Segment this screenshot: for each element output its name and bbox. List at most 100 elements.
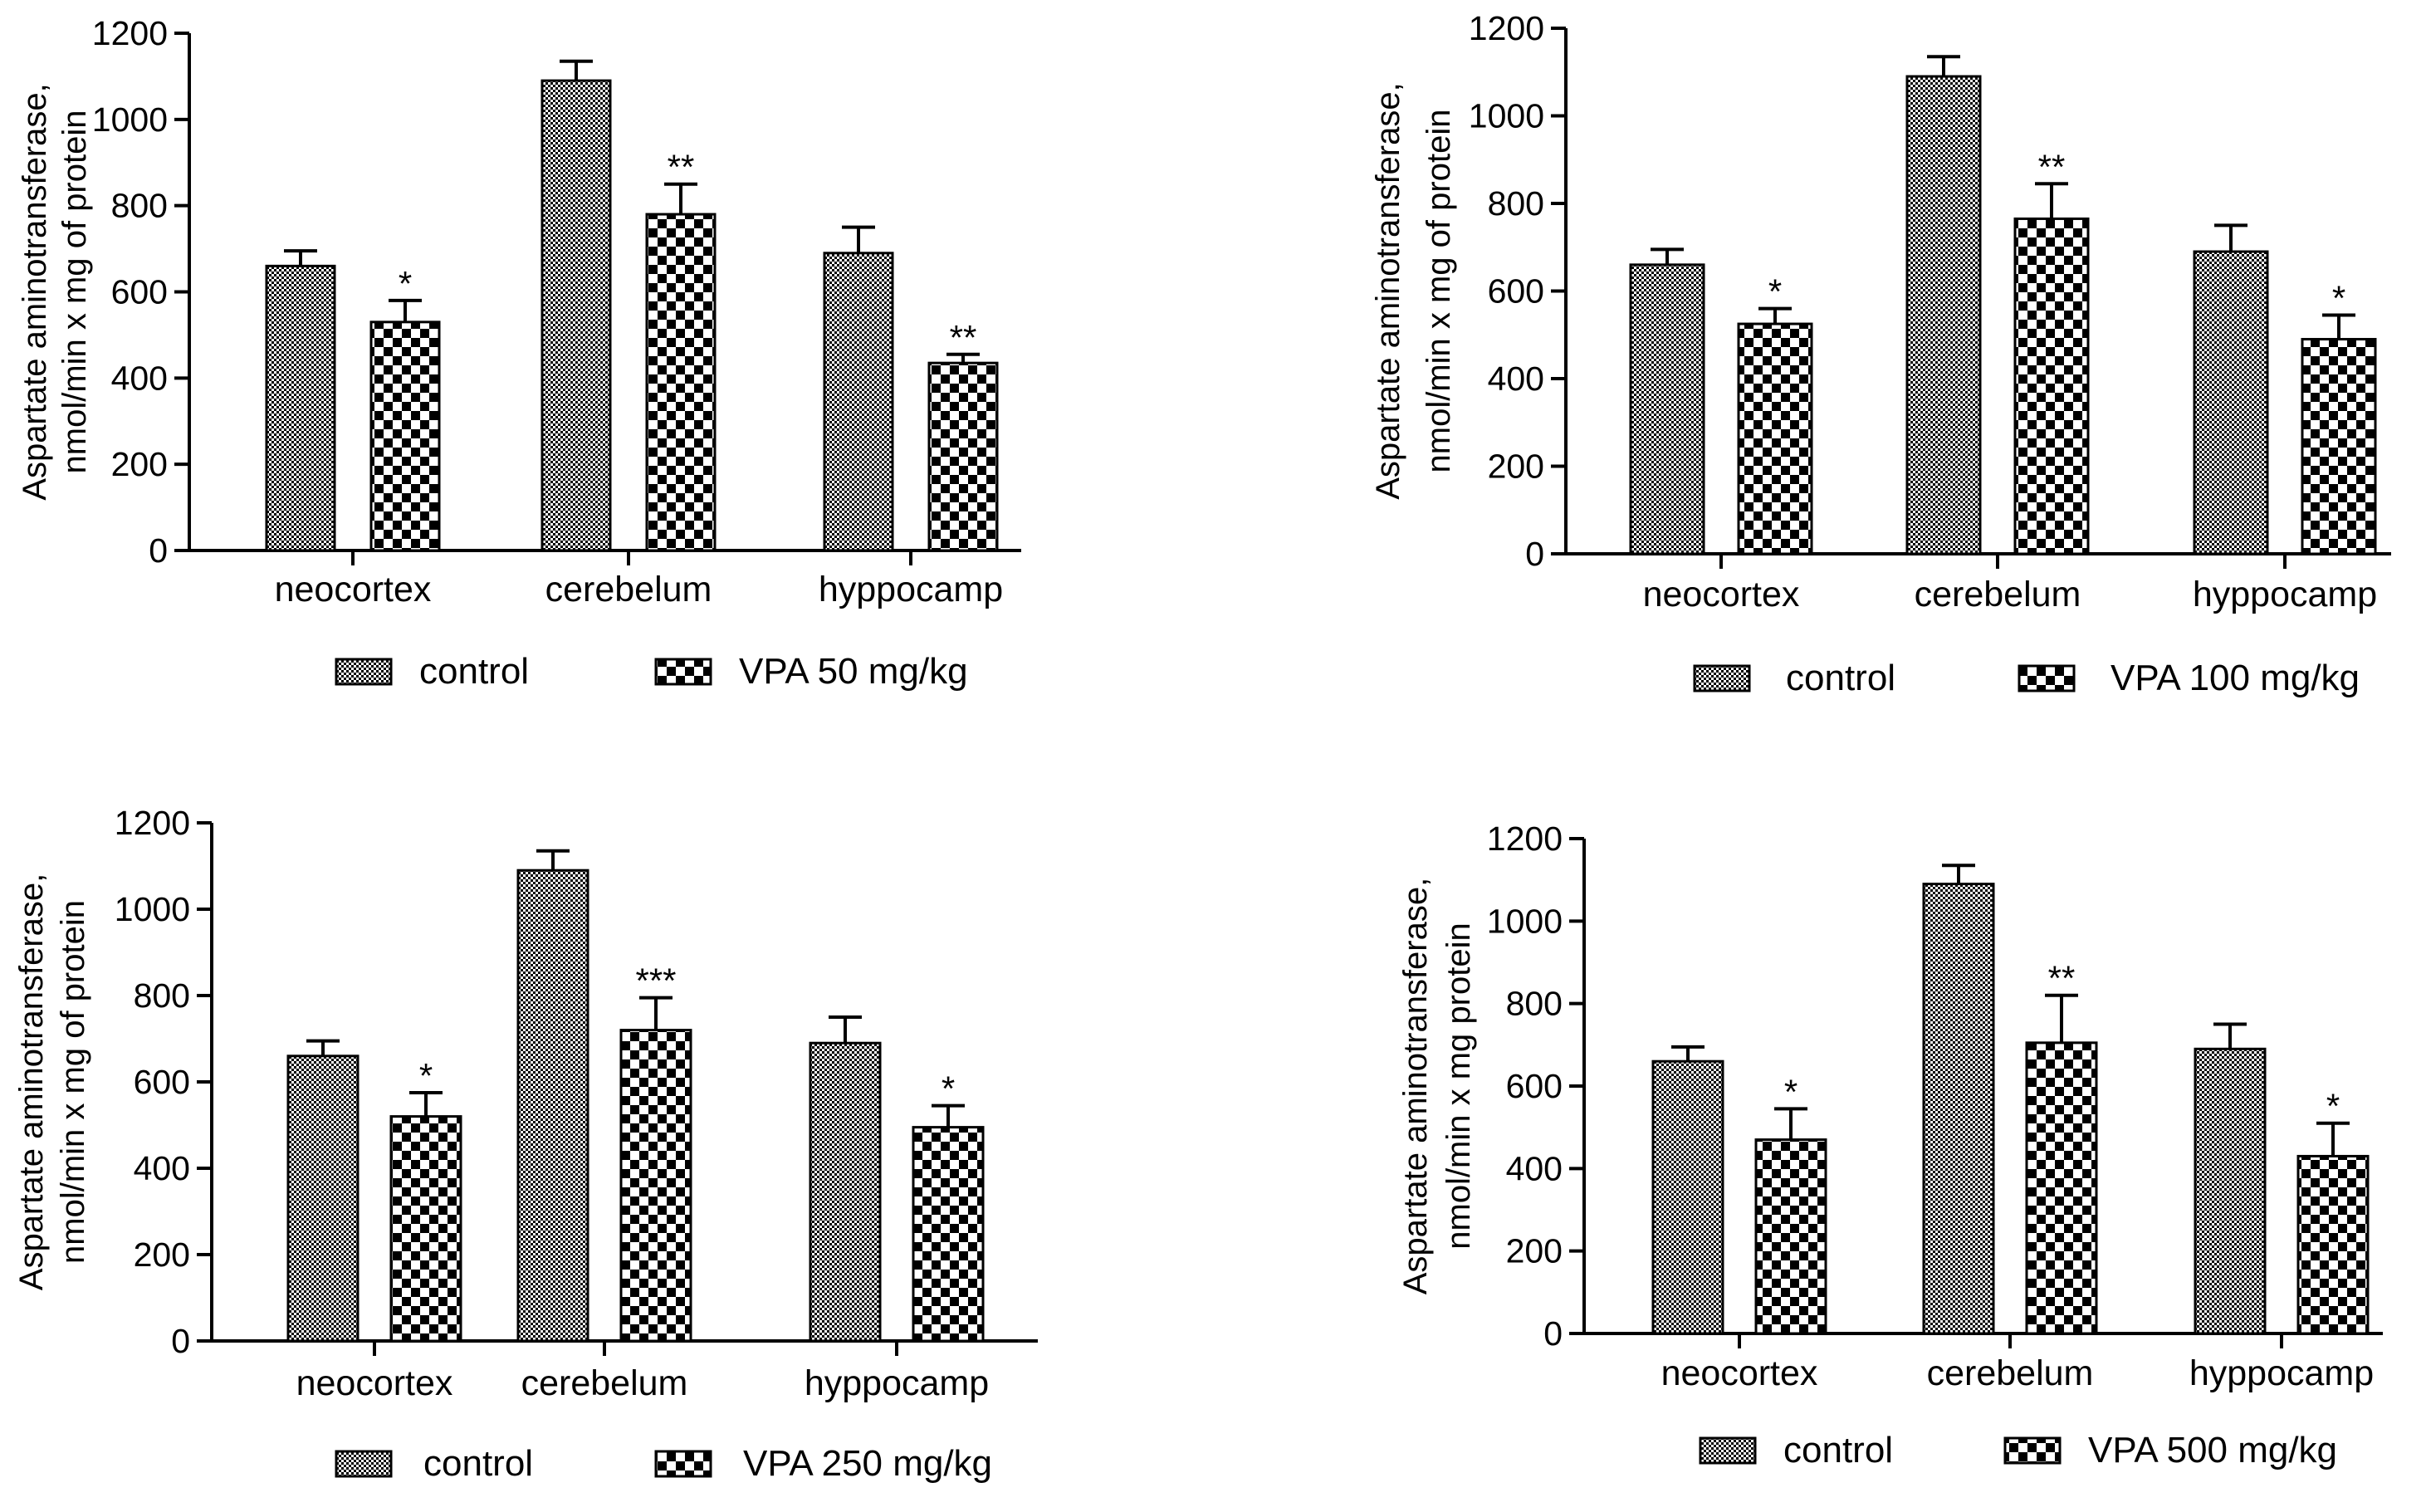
y-tick-label: 1000	[92, 100, 168, 139]
y-tick-label: 600	[1506, 1067, 1563, 1105]
y-tick-label: 800	[134, 976, 190, 1015]
y-tick-label: 1000	[115, 890, 190, 928]
significance-marker: *	[419, 1056, 433, 1095]
bar-vpa-neocortex	[389, 1115, 462, 1343]
bar-vpa-cerebelum	[645, 213, 717, 552]
legend-label-vpa: VPA 50 mg/kg	[739, 651, 968, 692]
bar-vpa-cerebelum	[2025, 1041, 2098, 1335]
y-axis-label-line2: nmol/min x mg of protein	[1421, 110, 1457, 473]
y-tick-label: 1200	[92, 14, 168, 52]
significance-marker: *	[1784, 1072, 1797, 1111]
legend-label-control: control	[1786, 658, 1895, 698]
y-tick-label: 200	[1488, 448, 1544, 486]
bar-control-cerebelum	[1922, 883, 1995, 1335]
category-label-hyppocamp: hyppocamp	[2193, 575, 2377, 614]
category-label-cerebelum: cerebelum	[521, 1363, 688, 1403]
legend-swatch-vpa	[2018, 664, 2076, 692]
category-label-neocortex: neocortex	[275, 570, 432, 609]
y-axis-label-line2: nmol/min x mg protein	[1440, 922, 1477, 1249]
chart-panel-1: 0 200 400 600 800 1000 1200 Aspartate aminotran…	[17, 14, 1021, 692]
y-tick-label: 400	[1488, 360, 1544, 398]
chart-panel-2: 0 200 400 600 800 1000 1200 Aspartate aminotran…	[1370, 9, 2391, 698]
bar-vpa-hyppocamp	[2301, 338, 2377, 555]
bar-control-neocortex	[1629, 263, 1705, 555]
bar-vpa-cerebelum	[2013, 217, 2090, 555]
significance-marker: *	[399, 264, 412, 303]
bar-control-hyppocamp	[2193, 250, 2269, 555]
y-axis-label-line1: Aspartate aminotransferase,	[1370, 82, 1406, 499]
legend-label-control: control	[419, 651, 529, 692]
y-tick-label: 0	[149, 531, 168, 570]
significance-marker: *	[2332, 279, 2345, 318]
legend-swatch-control	[335, 1450, 393, 1478]
y-tick-label: 1200	[1487, 820, 1563, 858]
significance-marker: **	[2048, 959, 2076, 998]
category-label-hyppocamp: hyppocamp	[819, 570, 1003, 609]
y-tick-label: 200	[1506, 1232, 1563, 1270]
y-tick-label: 0	[1543, 1314, 1563, 1353]
y-axis-label-line1: Aspartate aminotransferase,	[1397, 878, 1434, 1294]
bar-vpa-neocortex	[1754, 1138, 1827, 1335]
bar-vpa-cerebelum	[619, 1029, 692, 1343]
category-label-cerebelum: cerebelum	[545, 570, 712, 609]
significance-marker: **	[668, 148, 695, 187]
legend-swatch-control	[335, 658, 393, 686]
y-axis-label-line2: nmol/min x mg of protein	[55, 900, 91, 1264]
bar-control-cerebelum	[540, 79, 612, 552]
significance-marker: ***	[635, 962, 676, 1001]
y-tick-label: 1000	[1469, 97, 1544, 135]
bar-vpa-neocortex	[369, 321, 441, 552]
significance-marker: *	[1768, 272, 1782, 311]
y-tick-label: 0	[1525, 535, 1544, 573]
y-axis-label-line1: Aspartate aminotransferase,	[13, 873, 50, 1290]
y-tick-label: 800	[1506, 985, 1563, 1023]
category-label-cerebelum: cerebelum	[1915, 575, 2081, 614]
legend-label-control: control	[1783, 1430, 1893, 1470]
y-tick-label: 1000	[1487, 902, 1563, 940]
category-label-hyppocamp: hyppocamp	[805, 1363, 989, 1403]
category-label-neocortex: neocortex	[1661, 1353, 1818, 1393]
y-tick-label: 0	[171, 1322, 190, 1360]
chart-panel-4: 0 200 400 600 800 1000 1200 Aspartate aminotran…	[1397, 820, 2383, 1470]
category-label-hyppocamp: hyppocamp	[2189, 1353, 2374, 1393]
y-tick-label: 800	[111, 187, 168, 225]
bar-vpa-hyppocamp	[927, 361, 999, 552]
bar-control-hyppocamp	[823, 252, 894, 552]
bar-control-hyppocamp	[2194, 1047, 2267, 1335]
bar-control-cerebelum	[516, 869, 589, 1343]
category-label-neocortex: neocortex	[1643, 575, 1800, 614]
bar-vpa-neocortex	[1737, 322, 1813, 555]
y-tick-label: 200	[134, 1236, 190, 1274]
legend-swatch-control	[1693, 664, 1751, 692]
category-label-neocortex: neocortex	[296, 1363, 453, 1403]
legend-label-control: control	[423, 1443, 533, 1484]
y-tick-label: 400	[1506, 1149, 1563, 1187]
y-tick-label: 600	[134, 1063, 190, 1101]
bar-control-hyppocamp	[809, 1041, 882, 1343]
y-tick-label: 1200	[1469, 9, 1544, 47]
y-tick-label: 1200	[115, 804, 190, 842]
legend-swatch-vpa	[654, 658, 712, 686]
y-tick-label: 400	[111, 359, 168, 397]
significance-marker: *	[942, 1069, 955, 1108]
y-tick-label: 600	[1488, 272, 1544, 311]
y-tick-label: 600	[111, 273, 168, 311]
bar-control-neocortex	[1651, 1059, 1724, 1335]
y-tick-label: 800	[1488, 184, 1544, 223]
bar-vpa-hyppocamp	[2296, 1154, 2370, 1335]
legend-label-vpa: VPA 500 mg/kg	[2088, 1430, 2337, 1470]
chart-panel-3: 0 200 400 600 800 1000 1200 Aspartate aminotran…	[13, 804, 1038, 1484]
legend-swatch-vpa	[2003, 1436, 2062, 1465]
significance-marker: **	[950, 318, 977, 357]
legend-label-vpa: VPA 100 mg/kg	[2111, 658, 2360, 698]
significance-marker: **	[2038, 147, 2066, 186]
bar-control-neocortex	[286, 1054, 359, 1343]
bar-vpa-hyppocamp	[912, 1126, 985, 1343]
legend-swatch-control	[1699, 1436, 1757, 1465]
bar-control-neocortex	[265, 264, 336, 552]
bar-control-cerebelum	[1905, 75, 1982, 555]
y-axis-label-line2: nmol/min x mg of protein	[56, 110, 93, 474]
category-label-cerebelum: cerebelum	[1927, 1353, 2094, 1393]
y-tick-label: 400	[134, 1149, 190, 1187]
